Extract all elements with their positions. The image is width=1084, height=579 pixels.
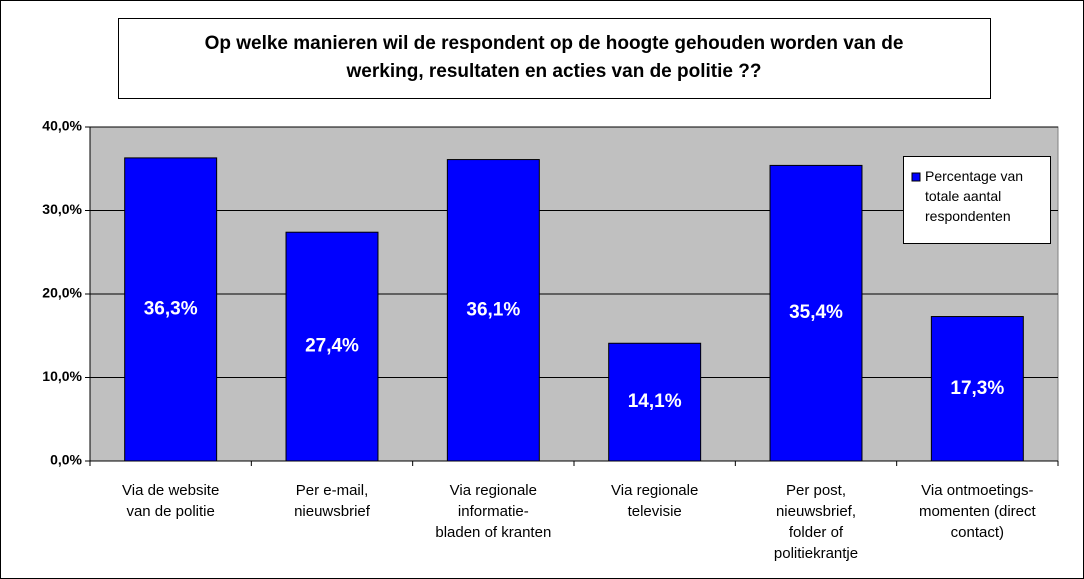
title-box xyxy=(118,18,991,99)
bar xyxy=(930,316,1024,462)
bar xyxy=(285,231,379,462)
y-tick-label: 20,0% xyxy=(42,285,82,301)
x-tick-label: Via de website van de politie xyxy=(122,482,219,520)
y-tick-label: 40,0% xyxy=(42,118,82,134)
bar xyxy=(446,159,540,462)
data-label: 14,1% xyxy=(628,391,682,412)
data-label: 27,4% xyxy=(305,336,359,357)
y-tick-label: 0,0% xyxy=(50,452,82,468)
bar xyxy=(608,342,702,462)
x-tick-label: Per post, nieuwsbrief, folder of politiekra… xyxy=(774,482,858,562)
data-label: 17,3% xyxy=(950,378,1004,399)
chart-title: Op welke manieren wil de respondent op d… xyxy=(205,33,904,82)
legend-label: Percentage van totale aantal respondenten xyxy=(925,168,1023,224)
data-label: 35,4% xyxy=(789,302,843,323)
data-label: 36,1% xyxy=(466,299,520,320)
y-tick-label: 30,0% xyxy=(42,201,82,217)
legend-swatch xyxy=(911,172,921,182)
bar xyxy=(124,157,218,462)
data-label: 36,3% xyxy=(144,298,198,319)
x-tick-label: Via ontmoetings-momenten (direct contact) xyxy=(919,482,1037,541)
y-tick-label: 10,0% xyxy=(42,368,82,384)
legend-box xyxy=(903,156,1051,244)
x-tick-label: Via regionale informatie-bladen of krante… xyxy=(435,482,551,541)
x-tick-label: Per e-mail, nieuwsbrief xyxy=(294,482,371,520)
bar xyxy=(769,164,863,462)
x-tick-label: Via regionale televisie xyxy=(611,482,698,520)
